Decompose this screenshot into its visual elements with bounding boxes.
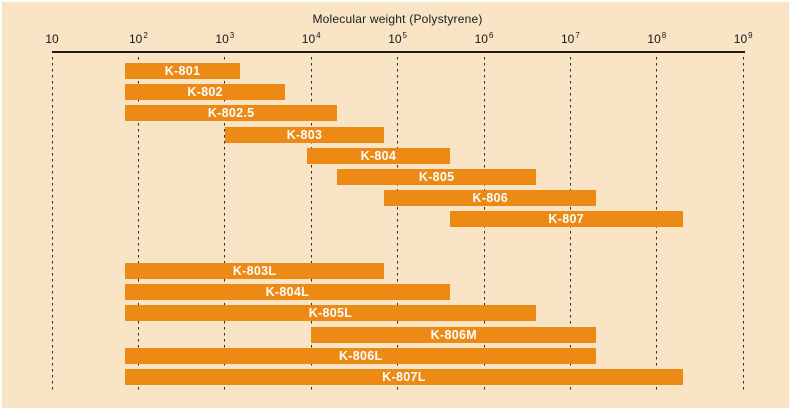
bar-label: K-801 [164, 64, 201, 78]
bar-k-806: K-806 [384, 190, 597, 207]
axis-tick-exponent: 4 [316, 31, 321, 40]
bar-label: K-804L [265, 285, 310, 300]
bar-k-802.5: K-802.5 [125, 105, 338, 122]
bar-k-805l: K-805L [125, 305, 537, 322]
bar-k-803l: K-803L [125, 263, 385, 279]
bar-label: K-802.5 [207, 106, 255, 121]
axis-tick-exponent: 7 [575, 31, 580, 40]
bar-label: K-803 [286, 127, 323, 142]
axis-tick-label: 102 [128, 31, 148, 46]
bar-k-807l: K-807L [125, 369, 683, 385]
axis-tick-exponent: 9 [748, 31, 753, 40]
axis-tick-label: 108 [647, 31, 667, 46]
bar-label: K-806 [472, 191, 509, 206]
bar-k-807: K-807 [449, 211, 683, 228]
axis-tick-exponent: 8 [661, 31, 667, 40]
bar-k-803: K-803 [224, 126, 385, 143]
bar-label: K-807L [382, 370, 426, 384]
bar-k-806m: K-806M [311, 326, 597, 343]
bar-k-804l: K-804L [125, 284, 450, 301]
axis-tick-exponent: 5 [402, 31, 407, 40]
axis-tick-label: 104 [301, 31, 321, 46]
bar-k-804: K-804 [307, 147, 450, 164]
bar-label: K-802 [187, 85, 223, 100]
x-axis-line [52, 51, 745, 53]
bar-label: K-804 [360, 148, 397, 163]
axis-tick-exponent: 3 [229, 31, 235, 40]
gridline [310, 57, 312, 392]
axis-tick-label: 103 [215, 31, 235, 46]
gridline [397, 57, 399, 392]
chart-title: Molecular weight (Polystyrene) [312, 12, 483, 26]
bar-label: K-806L [338, 348, 383, 363]
bar-k-805: K-805 [337, 169, 536, 185]
axis-tick-exponent: 2 [143, 31, 148, 40]
gridline [742, 57, 744, 392]
bar-k-801: K-801 [125, 63, 240, 79]
axis-tick-label: 106 [474, 31, 494, 46]
gridline [51, 57, 53, 392]
axis-tick-label: 105 [388, 31, 407, 46]
bar-label: K-803L [232, 264, 277, 278]
axis-tick-label: 109 [733, 31, 753, 46]
axis-tick-label: 107 [560, 31, 580, 46]
axis-tick-label: 10 [45, 32, 59, 46]
gridline [224, 57, 226, 392]
bar-k-802: K-802 [125, 84, 286, 101]
bar-label: K-805L [308, 306, 353, 321]
gridline [137, 57, 139, 392]
bar-label: K-806M [430, 327, 477, 342]
bar-label: K-805 [418, 170, 455, 184]
bar-label: K-807 [548, 212, 584, 227]
axis-tick-exponent: 6 [488, 31, 494, 40]
bar-k-806l: K-806L [125, 347, 597, 364]
